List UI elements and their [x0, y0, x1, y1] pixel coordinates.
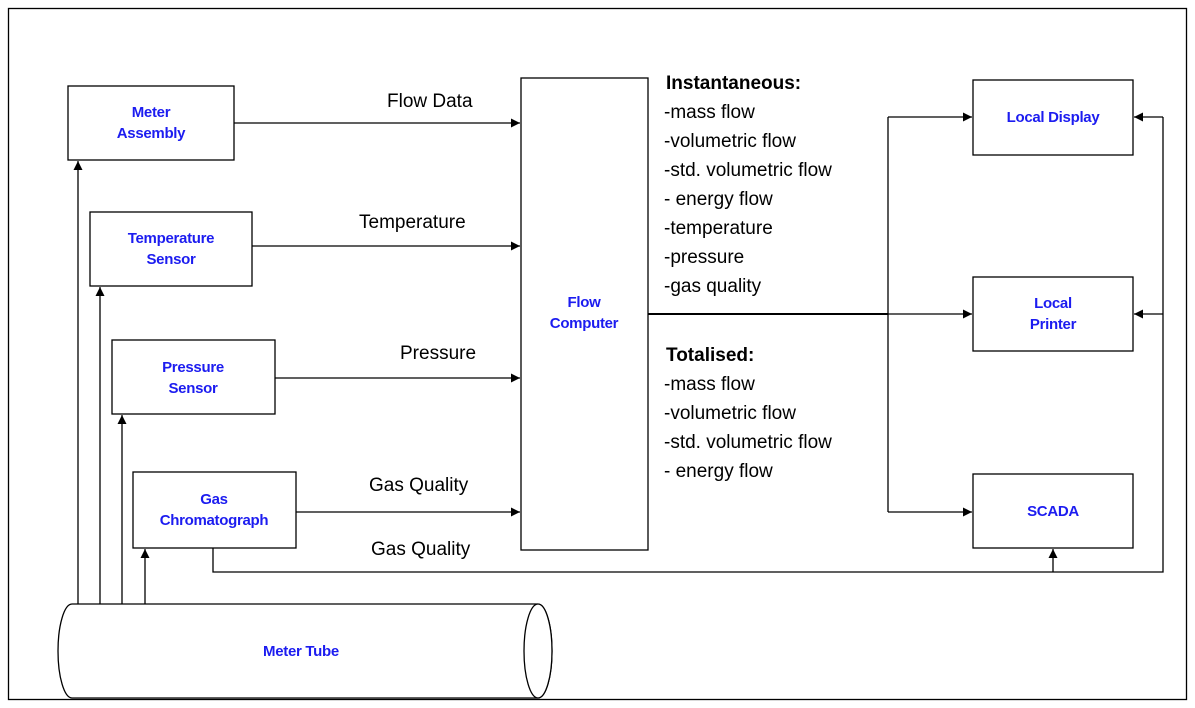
edge-label: Temperature	[359, 212, 466, 233]
edge-label: Flow Data	[387, 91, 473, 112]
list-item: - energy flow	[664, 189, 773, 210]
node-label: Sensor	[146, 251, 196, 268]
list-item: -temperature	[664, 218, 773, 239]
node-box	[972, 473, 1134, 549]
node-label: Assembly	[117, 125, 186, 142]
node-label: Pressure	[162, 359, 224, 376]
list-item: -gas quality	[664, 276, 762, 297]
node-box	[972, 276, 1134, 352]
list-item: -mass flow	[664, 374, 755, 395]
node-label: SCADA	[1027, 503, 1079, 520]
list-item: -std. volumetric flow	[664, 160, 832, 181]
node-box	[67, 85, 235, 161]
node-label: Chromatograph	[160, 512, 269, 529]
node-box	[111, 339, 276, 415]
node-box	[972, 79, 1134, 156]
node-label: Local Display	[1007, 109, 1101, 126]
list-item: -std. volumetric flow	[664, 432, 832, 453]
edge-labels: Flow Data Temperature Pressure Gas Quali…	[359, 91, 476, 560]
list-item: -pressure	[664, 247, 744, 268]
node-label: Local	[1034, 295, 1072, 312]
output-lists: Instantaneous: -mass flow -volumetric flow…	[664, 73, 832, 482]
connectors	[73, 112, 1164, 606]
node-label: Temperature	[128, 230, 214, 247]
cylinder-end	[523, 603, 553, 699]
node-label: Flow	[568, 294, 602, 311]
node-label: Gas	[200, 491, 227, 508]
list-item: -volumetric flow	[664, 403, 796, 424]
node-label: Printer	[1030, 316, 1077, 333]
node-box	[520, 77, 649, 551]
list-item: -mass flow	[664, 102, 755, 123]
list-title: Totalised:	[666, 345, 754, 366]
edge-label: Gas Quality	[369, 475, 469, 496]
edge-label: Pressure	[400, 343, 476, 364]
list-item: - energy flow	[664, 461, 773, 482]
node-box	[89, 211, 253, 287]
node-label: Computer	[550, 315, 619, 332]
line	[212, 117, 1164, 573]
list-title: Instantaneous:	[666, 73, 801, 94]
node-label: Sensor	[168, 380, 218, 397]
edge-label: Gas Quality	[371, 539, 471, 560]
node-label: Meter	[132, 104, 171, 121]
frame	[7, 7, 1188, 701]
node-box	[132, 471, 297, 549]
nodes: Meter Assembly Temperature Sensor Pressu…	[57, 77, 1134, 699]
node-label: Meter Tube	[263, 643, 339, 660]
list-item: -volumetric flow	[664, 131, 796, 152]
